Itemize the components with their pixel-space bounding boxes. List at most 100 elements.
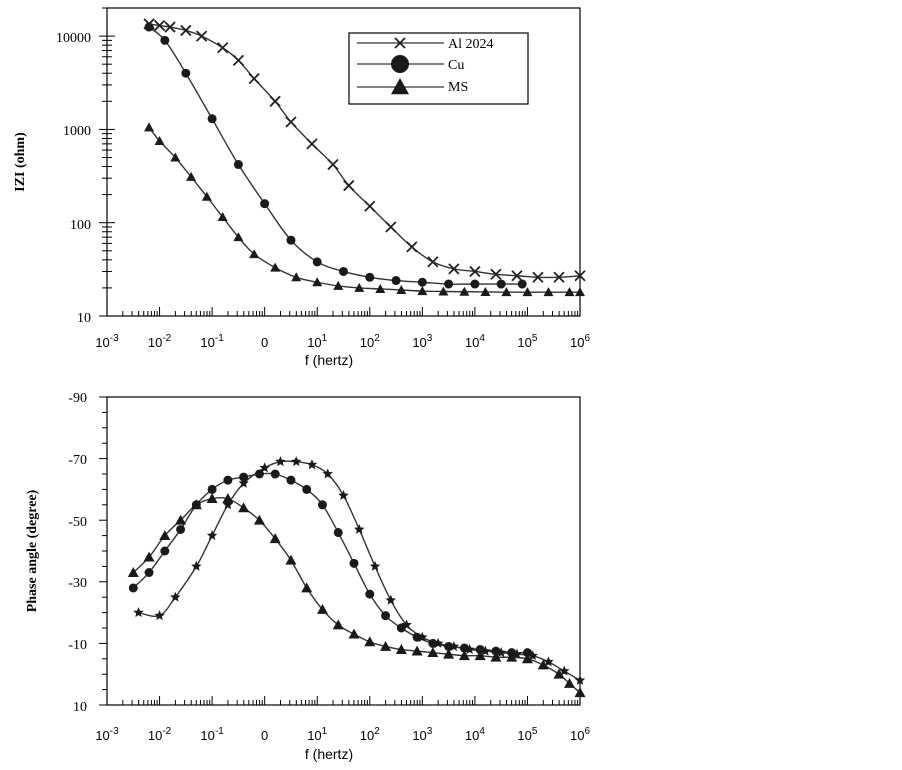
impedance-point-s1-9 xyxy=(365,272,375,282)
impedance-chart: 10000 1000 100 10 10-3 10-2 10-1 0 101 102 103… xyxy=(13,7,590,368)
impedance-point-s0-10 xyxy=(306,138,318,150)
phase-point-s0-1 xyxy=(154,610,165,621)
impedance-xtick-labels: 10-3 10-2 10-1 0 101 102 103 104 105 106 xyxy=(95,333,590,350)
phase-point-s0-8 xyxy=(275,456,286,467)
phase-point-s2-12 xyxy=(316,604,328,614)
impedance-point-s1-10 xyxy=(391,276,401,286)
phase-point-s0-5 xyxy=(222,499,234,510)
phase-point-s0-6 xyxy=(238,477,249,488)
impedance-point-s0-6 xyxy=(232,54,245,66)
impedance-point-s0-2 xyxy=(164,21,176,33)
impedance-xtick-4: 101 xyxy=(307,333,327,350)
phase-point-s2-27 xyxy=(553,668,565,679)
impedance-point-s2-4 xyxy=(201,191,212,201)
phase-xtick-0: 10-3 xyxy=(95,726,119,743)
phase-point-s1-11 xyxy=(302,484,312,494)
impedance-point-s1-2 xyxy=(181,68,191,78)
impedance-point-s0-7 xyxy=(248,73,260,85)
phase-point-s0-9 xyxy=(290,456,302,467)
impedance-point-s2-0 xyxy=(144,122,155,132)
phase-xtick-2: 10-1 xyxy=(200,726,224,743)
phase-point-s0-27 xyxy=(574,674,586,685)
phase-ytick-neg70: -70 xyxy=(68,453,87,468)
phase-point-s0-14 xyxy=(369,560,381,571)
impedance-point-s2-17 xyxy=(459,286,470,296)
impedance-point-s2-23 xyxy=(575,287,585,297)
phase-point-s1-1 xyxy=(144,568,154,578)
phase-xtick-4: 101 xyxy=(307,726,327,743)
legend-label-al2024: Al 2024 xyxy=(448,37,494,52)
phase-point-s2-7 xyxy=(238,502,250,513)
impedance-ytick-100: 100 xyxy=(70,218,91,233)
impedance-xtick-7: 104 xyxy=(465,333,485,350)
phase-point-s1-10 xyxy=(286,475,296,485)
impedance-point-s2-22 xyxy=(564,287,575,297)
impedance-point-s2-19 xyxy=(501,287,512,297)
phase-point-s2-10 xyxy=(285,554,297,565)
phase-point-s1-20 xyxy=(444,641,454,651)
phase-point-s2-23 xyxy=(490,651,502,662)
phase-point-s1-9 xyxy=(270,469,280,479)
phase-xlabel: f (hertz) xyxy=(305,746,353,762)
phase-line-0 xyxy=(138,460,581,681)
phase-point-s2-6 xyxy=(222,493,234,504)
impedance-point-s1-14 xyxy=(496,279,506,289)
impedance-point-s2-11 xyxy=(333,280,344,290)
phase-ytick-10: 10 xyxy=(73,700,87,715)
phase-point-s2-17 xyxy=(395,644,407,654)
impedance-point-s2-6 xyxy=(233,232,244,242)
impedance-xtick-2: 10-1 xyxy=(200,333,224,350)
legend-marker-al2024 xyxy=(394,37,406,49)
impedance-point-s2-16 xyxy=(438,286,449,296)
phase-xtick-6: 103 xyxy=(412,726,432,743)
phase-point-s0-11 xyxy=(322,468,333,479)
impedance-point-s1-13 xyxy=(470,279,480,289)
impedance-point-s1-11 xyxy=(417,277,427,287)
phase-point-s2-16 xyxy=(380,640,392,651)
phase-point-s2-18 xyxy=(411,645,423,656)
impedance-point-s1-12 xyxy=(444,279,454,289)
phase-point-s2-15 xyxy=(364,636,376,647)
phase-point-s0-26 xyxy=(559,665,570,676)
phase-point-s2-28 xyxy=(563,677,575,688)
impedance-point-s0-11 xyxy=(327,158,339,171)
phase-point-s0-25 xyxy=(543,656,554,667)
phase-point-s0-10 xyxy=(306,459,318,470)
phase-ytick-neg90: -90 xyxy=(68,391,87,406)
phase-point-s1-15 xyxy=(365,589,375,599)
phase-point-s0-15 xyxy=(385,594,397,605)
phase-xtick-3: 0 xyxy=(261,728,268,743)
impedance-xtick-0: 10-3 xyxy=(95,333,119,350)
phase-point-s1-7 xyxy=(239,472,249,482)
phase-xtick-9: 106 xyxy=(570,726,590,743)
impedance-point-s0-21 xyxy=(532,271,544,283)
phase-point-s0-12 xyxy=(338,490,349,501)
impedance-point-s1-1 xyxy=(160,35,170,45)
phase-ytick-neg30: -30 xyxy=(68,576,87,591)
phase-point-s2-24 xyxy=(506,651,518,662)
impedance-point-s2-21 xyxy=(543,287,554,297)
phase-point-s2-5 xyxy=(206,493,218,504)
phase-point-s1-23 xyxy=(491,646,501,656)
impedance-ytick-10: 10 xyxy=(77,311,91,326)
phase-point-s1-13 xyxy=(333,528,343,538)
phase-point-s1-5 xyxy=(207,484,217,494)
impedance-point-s0-9 xyxy=(285,116,297,128)
legend-marker-circle xyxy=(391,55,409,73)
impedance-xtick-8: 105 xyxy=(517,333,537,350)
impedance-line-2 xyxy=(148,126,580,293)
phase-point-s2-1 xyxy=(143,551,155,562)
phase-point-s1-22 xyxy=(475,645,485,655)
impedance-point-s0-13 xyxy=(364,200,376,212)
impedance-xtick-5: 102 xyxy=(360,333,380,350)
phase-point-s2-13 xyxy=(332,619,344,630)
impedance-point-s2-8 xyxy=(270,262,281,272)
phase-point-s2-19 xyxy=(427,647,439,658)
phase-point-s0-7 xyxy=(259,462,270,473)
phase-xtick-1: 10-2 xyxy=(148,726,172,743)
phase-ylabel: Phase angle (degree) xyxy=(25,489,40,612)
impedance-series-markers xyxy=(143,18,586,297)
phase-line-1 xyxy=(132,472,528,654)
impedance-point-s2-20 xyxy=(522,287,533,297)
